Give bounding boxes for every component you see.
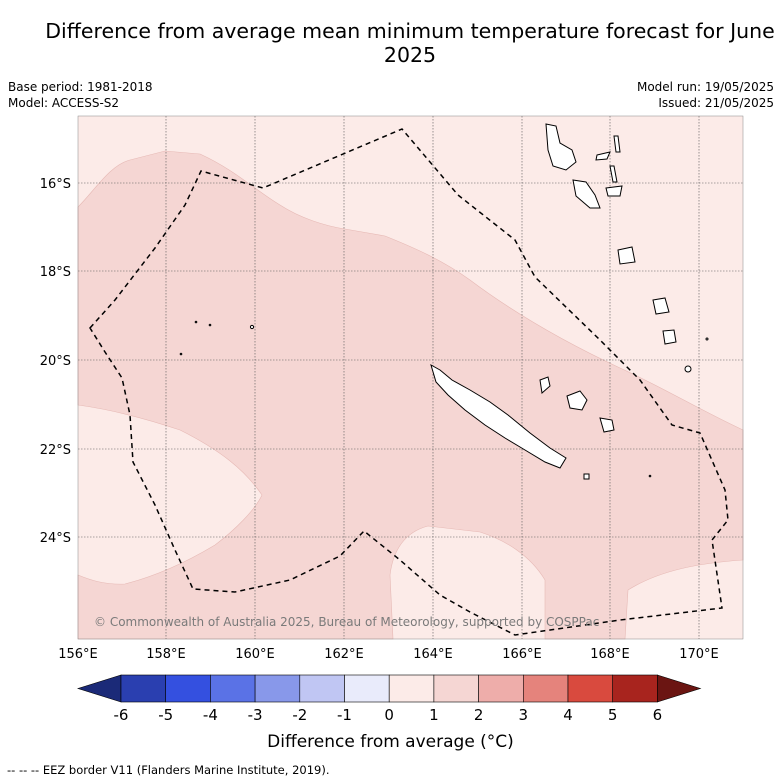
colorbar-segment xyxy=(478,674,524,703)
vanuatu-ambae xyxy=(595,151,611,161)
vanuatu-epi xyxy=(605,185,623,197)
lat-tick: 24°S xyxy=(40,531,71,546)
eez-border xyxy=(89,128,729,636)
vanuatu-malakula xyxy=(572,179,601,209)
colorbar-segment xyxy=(344,674,390,703)
vanuatu-efate xyxy=(617,246,636,265)
meta-left: Base period: 1981-2018 Model: ACCESS-S2 xyxy=(8,79,153,111)
colorbar-tick-label: 3 xyxy=(519,706,529,724)
colorbar-tick-label: 2 xyxy=(474,706,484,724)
colorbar-segment xyxy=(388,674,435,703)
small-islet-b xyxy=(179,352,183,356)
new-caledonia-island xyxy=(430,363,567,469)
colorbar xyxy=(76,674,702,703)
lat-tick: 16°S xyxy=(40,177,71,192)
colorbar-labels: -6 -5 -4 -3 -2 -1 0 1 2 3 4 5 6 xyxy=(114,706,663,724)
colorbar-segment xyxy=(612,674,658,703)
colorbar-tick-label: 4 xyxy=(563,706,573,724)
colorbar-segment xyxy=(120,674,167,703)
colorbar-segment xyxy=(522,674,569,703)
lon-tick: 156°E xyxy=(58,647,98,662)
coastlines xyxy=(179,123,709,480)
lat-tick: 18°S xyxy=(40,265,71,280)
vanuatu-tanna xyxy=(662,329,677,345)
loyalty-island-lifou xyxy=(566,390,588,411)
colorbar-tick-label: -4 xyxy=(203,706,218,724)
eez-footnote: -- -- -- EEZ border V11 (Flanders Marine… xyxy=(7,763,330,777)
vanuatu-aneityum xyxy=(684,365,692,373)
base-period: Base period: 1981-2018 xyxy=(8,80,153,94)
small-islet-c xyxy=(208,323,212,327)
copyright-text: © Commonwealth of Australia 2025, Bureau… xyxy=(94,615,599,629)
chesterfield-islet xyxy=(249,324,255,330)
lon-tick: 158°E xyxy=(146,647,186,662)
colorbar-tick-label: -5 xyxy=(158,706,173,724)
small-islet-e xyxy=(705,337,709,341)
meta-right: Model run: 19/05/2025 Issued: 21/05/2025 xyxy=(637,79,774,111)
colorbar-segment xyxy=(299,674,345,703)
colorbar-segment xyxy=(567,674,614,703)
colorbar-segment xyxy=(433,674,479,703)
colorbar-extend-high xyxy=(657,674,702,703)
issued-date: Issued: 21/05/2025 xyxy=(658,96,774,110)
loyalty-island-ouvea xyxy=(539,376,551,394)
model-run: Model run: 19/05/2025 xyxy=(636,80,774,94)
colorbar-tick-label: -3 xyxy=(248,706,263,724)
model-name: Model: ACCESS-S2 xyxy=(8,96,120,110)
colorbar-segment xyxy=(210,674,256,703)
vanuatu-pentecost xyxy=(609,165,618,183)
vanuatu-erromango xyxy=(652,297,670,315)
lon-tick: 168°E xyxy=(590,647,630,662)
loyalty-island-mare xyxy=(599,417,615,433)
colorbar-tick-label: -6 xyxy=(114,706,129,724)
lat-tick: 22°S xyxy=(40,443,71,458)
colorbar-segment xyxy=(254,674,301,703)
colorbar-tick-label: 1 xyxy=(429,706,439,724)
isle-of-pines xyxy=(583,473,590,480)
lon-tick: 164°E xyxy=(413,647,453,662)
lon-tick: 170°E xyxy=(679,647,719,662)
map-title: Difference from average mean minimum tem… xyxy=(45,19,775,67)
lat-tick: 20°S xyxy=(40,354,71,369)
colorbar-tick-label: -2 xyxy=(292,706,307,724)
colorbar-tick-label: 6 xyxy=(653,706,663,724)
lat-tick-labels: 16°S 18°S 20°S 22°S 24°S xyxy=(40,177,71,546)
vanuatu-espiritu-santo xyxy=(545,123,577,171)
colorbar-extend-low xyxy=(76,674,122,703)
lon-tick: 160°E xyxy=(235,647,275,662)
colorbar-tick-label: 5 xyxy=(608,706,618,724)
lon-tick: 166°E xyxy=(502,647,542,662)
lon-tick: 162°E xyxy=(324,647,364,662)
colorbar-title: Difference from average (°C) xyxy=(267,732,514,752)
colorbar-segment xyxy=(165,674,211,703)
map-frame xyxy=(77,115,744,640)
colorbar-tick-label: -1 xyxy=(337,706,352,724)
map-panel: © Commonwealth of Australia 2025, Bureau… xyxy=(77,115,744,640)
small-islet-a xyxy=(194,320,198,324)
anomaly-band-1-2 xyxy=(77,150,744,640)
colorbar-tick-label: 0 xyxy=(384,706,394,724)
small-islet-d xyxy=(648,474,652,478)
graticule xyxy=(78,116,743,639)
vanuatu-maewo xyxy=(613,135,621,153)
lon-tick-labels: 156°E 158°E 160°E 162°E 164°E 166°E 168°… xyxy=(58,647,719,662)
